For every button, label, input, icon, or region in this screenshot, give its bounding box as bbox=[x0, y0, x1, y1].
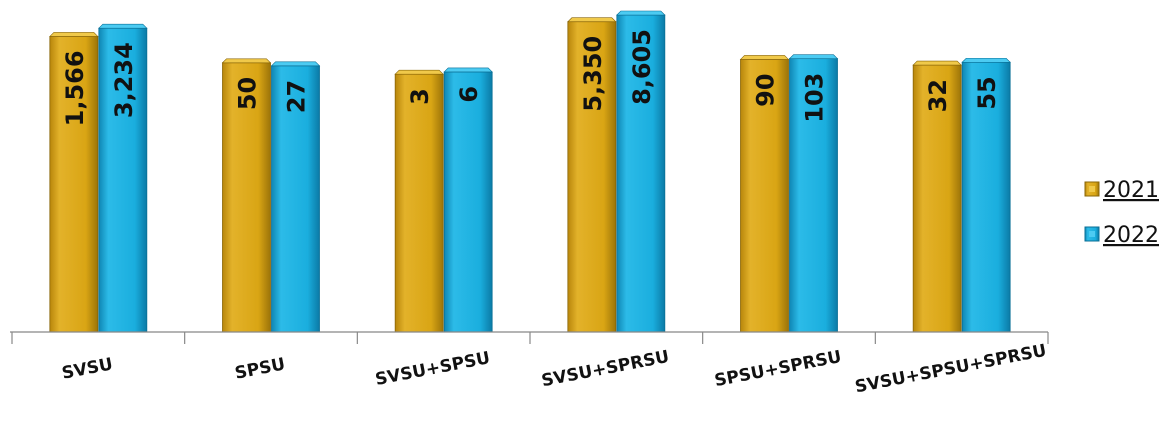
data-label: 8,605 bbox=[628, 29, 656, 105]
bar-svsu-2022: 3,234 bbox=[98, 23, 148, 333]
legend-swatch-highlight bbox=[1089, 186, 1095, 192]
bar-top-bevel bbox=[567, 17, 617, 23]
bar-spsu-2022: 27 bbox=[270, 61, 321, 333]
data-label: 5,350 bbox=[579, 36, 607, 112]
bar-body bbox=[567, 21, 617, 333]
x-tick-label: SVSU+SPRSU bbox=[540, 347, 671, 391]
bar-top-bevel bbox=[912, 60, 962, 66]
data-label: 3 bbox=[406, 88, 434, 105]
bar-svsu-spsu-sprsu-2021: 32 bbox=[912, 60, 962, 333]
bar-body bbox=[49, 36, 99, 333]
data-label: 27 bbox=[283, 80, 311, 113]
bar-body bbox=[98, 27, 148, 333]
bar-spsu-sprsu-2022: 103 bbox=[788, 54, 839, 333]
bar-svsu-spsu-2021: 3 bbox=[394, 69, 444, 333]
bar-body bbox=[394, 73, 444, 333]
bar-top-bevel bbox=[616, 10, 666, 16]
bar-spsu-2021: 50 bbox=[221, 58, 272, 333]
data-label: 50 bbox=[234, 77, 262, 110]
bar-top-bevel bbox=[961, 57, 1011, 63]
data-label: 55 bbox=[973, 76, 1001, 109]
bar-body bbox=[616, 14, 666, 333]
data-label: 103 bbox=[801, 73, 829, 123]
bar-body bbox=[961, 61, 1011, 333]
legend-entry-2022: 2022 bbox=[1084, 223, 1159, 248]
x-tick-label: SVSU+SPSU+SPRSU bbox=[853, 341, 1048, 398]
bar-top-bevel bbox=[49, 32, 99, 37]
legend-label: 2021 bbox=[1103, 178, 1159, 203]
x-tick-label: SVSU bbox=[60, 354, 114, 383]
data-label: 3,234 bbox=[110, 42, 138, 118]
bar-svsu-sprsu-2021: 5,350 bbox=[567, 17, 617, 333]
bar-top-bevel bbox=[270, 61, 321, 67]
x-tick-label: SPSU bbox=[233, 354, 287, 383]
bar-svsu-2021: 1,566 bbox=[49, 32, 99, 333]
bar-spsu-sprsu-2021: 90 bbox=[739, 55, 790, 333]
bar-body bbox=[443, 71, 493, 333]
bar-svsu-spsu-2022: 6 bbox=[443, 67, 493, 333]
x-tick-label: SVSU+SPSU bbox=[374, 348, 492, 390]
bar-svsu-sprsu-2022: 8,605 bbox=[616, 10, 666, 333]
data-label: 32 bbox=[924, 79, 952, 112]
legend-swatch-highlight bbox=[1089, 231, 1095, 237]
bar-top-bevel bbox=[739, 55, 790, 60]
legend-label: 2022 bbox=[1103, 223, 1159, 248]
legend-entry-2021: 2021 bbox=[1084, 178, 1159, 203]
data-label: 6 bbox=[455, 86, 483, 103]
bar-body bbox=[789, 58, 838, 333]
bar-svsu-spsu-sprsu-2022: 55 bbox=[961, 57, 1011, 333]
bar-body bbox=[271, 65, 320, 333]
bar-top-bevel bbox=[394, 69, 444, 75]
data-label: 1,566 bbox=[61, 50, 89, 126]
bar-top-bevel bbox=[98, 23, 148, 29]
bar-top-bevel bbox=[788, 54, 839, 59]
x-tick-label: SPSU+SPRSU bbox=[713, 347, 843, 391]
bar-top-bevel bbox=[221, 58, 272, 64]
bar-top-bevel bbox=[443, 67, 493, 73]
data-label: 90 bbox=[752, 73, 780, 106]
